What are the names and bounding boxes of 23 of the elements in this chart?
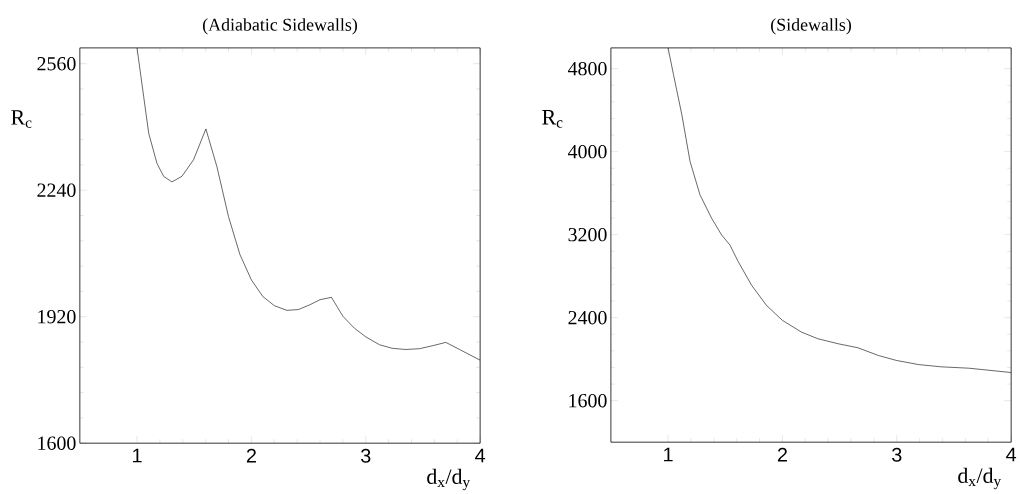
y-tick-label: 2560 xyxy=(37,57,76,71)
x-tick-label: 4 xyxy=(475,448,486,463)
y-axis-title: R$_{c}$ xyxy=(542,110,563,128)
y-tick-label: 2400 xyxy=(568,311,607,325)
y-tick-label: 1920 xyxy=(38,310,76,324)
x-tick-label: 1 xyxy=(133,448,142,463)
chart-title: (Sidewalls) xyxy=(771,18,852,35)
x-axis-title: d$_{x}$/d$_{y}$ xyxy=(427,468,471,491)
y-tick-label: 1600 xyxy=(38,436,76,451)
y-axis-title: R$_{c}$ xyxy=(11,110,32,129)
x-tick-label: 3 xyxy=(361,448,371,463)
x-tick-label: 2 xyxy=(246,448,256,463)
y-tick-label: 4000 xyxy=(567,145,607,159)
x-tick-label: 1 xyxy=(664,447,673,462)
y-tick-label: 1600 xyxy=(569,394,607,408)
x-tick-label: 4 xyxy=(1006,447,1017,462)
x-axis-title: d$_{x}$/d$_{y}$ xyxy=(958,467,1002,490)
chart-title: (Adiabatic Sidewalls) xyxy=(202,18,358,35)
y-tick-label: 3200 xyxy=(568,228,607,242)
x-tick-label: 2 xyxy=(777,447,787,462)
y-tick-label: 2240 xyxy=(37,183,76,198)
y-tick-label: 4800 xyxy=(567,62,607,76)
x-tick-label: 3 xyxy=(892,447,902,462)
